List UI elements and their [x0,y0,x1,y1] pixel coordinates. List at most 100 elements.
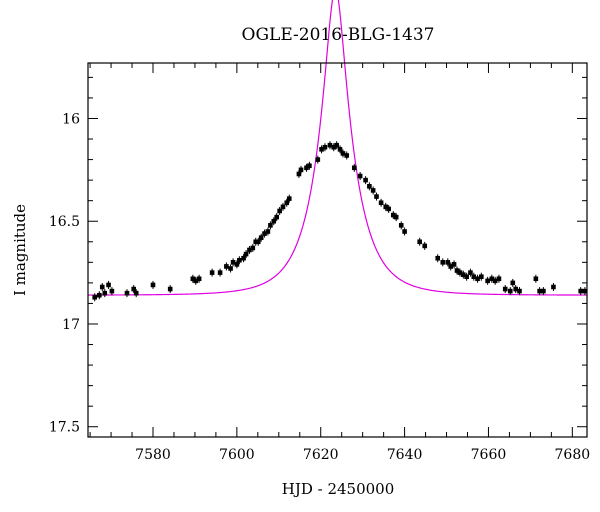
data-point [237,257,242,263]
data-point [582,288,588,294]
y-tick-label: 17.5 [49,420,80,436]
plot-frame [87,62,588,438]
data-point [386,206,391,212]
x-axis-label: HJD - 2450000 [282,480,395,498]
data-point [337,147,343,152]
data-point [334,142,339,148]
data-point [258,235,264,240]
data-point [451,262,457,267]
data-point [271,218,277,224]
data-point [374,194,379,199]
data-point [370,188,376,193]
model-curve [87,0,587,296]
data-point [502,286,508,292]
data-point [209,270,215,275]
data-point [398,223,404,228]
data-point [296,171,302,177]
data-point [196,276,202,282]
data-point [468,270,473,275]
tick-labels: 7580 7600 7620 7640 7660 7680 16 16.5 17 17.5 [49,111,590,463]
data-point [471,274,477,280]
data-point [440,260,446,265]
data-point [253,239,259,245]
data-point [485,278,490,284]
x-tick-label: 7660 [471,447,507,463]
x-tick-label: 7680 [555,447,591,463]
data-point [319,147,324,152]
data-point [460,272,466,277]
x-tick-label: 7600 [219,447,255,463]
data-point [363,177,368,183]
data-point [383,204,389,210]
data-point [327,142,333,148]
data-point [234,262,240,267]
data-point [496,276,502,282]
data-point [243,251,249,257]
data-point [99,284,105,290]
data-point [510,280,516,286]
data-point [193,278,199,284]
data-point [190,276,196,282]
data-point [507,288,513,294]
data-point [344,153,350,158]
data-point [286,196,292,201]
data-point [541,288,546,294]
data-point [224,264,229,269]
model-curve-layer [87,0,587,296]
data-point [274,214,279,220]
data-point [102,290,108,296]
data-point [97,292,102,298]
data-point [315,157,321,162]
data-point [304,165,309,171]
data-point [417,239,422,245]
data-point [109,288,115,294]
data-point [298,167,304,173]
data-point [454,268,460,273]
data-point [422,243,428,249]
data-point [357,173,363,179]
data-point [92,294,98,300]
data-point [322,144,328,150]
data-point [479,274,484,280]
data-point [578,288,584,294]
data-point [230,260,236,265]
data-point [340,151,346,156]
data-point [247,247,252,253]
data-point [331,144,337,150]
data-point [393,214,399,220]
data-point [277,208,282,214]
data-point [551,284,556,290]
data-point [367,183,372,189]
data-point [133,290,139,296]
data-point [255,239,261,245]
data-point [284,200,290,206]
data-point [241,255,246,261]
y-axis-label: I magnitude [11,204,29,296]
data-point [106,282,111,288]
chart-title: OGLE-2016-BLG-1437 [242,25,435,45]
data-point [268,223,273,228]
data-point [390,212,396,218]
data-point [445,260,451,265]
data-point [435,255,441,261]
y-tick-label: 16 [62,111,80,127]
data-point [378,200,384,206]
x-tick-label: 7640 [387,447,423,463]
data-point [533,276,539,282]
data-point [448,264,454,269]
data-point [124,290,130,296]
data-point [464,274,469,280]
y-tick-label: 17 [62,317,80,333]
data-point [131,286,137,292]
data-point [351,165,357,171]
data-point [217,270,223,275]
data-point [250,245,256,251]
data-point [513,286,519,292]
data-point [262,231,267,236]
data-point [150,282,156,288]
x-tick-label: 7580 [135,447,171,463]
data-point [265,229,271,234]
data-point [457,270,463,275]
data-point [167,286,173,292]
